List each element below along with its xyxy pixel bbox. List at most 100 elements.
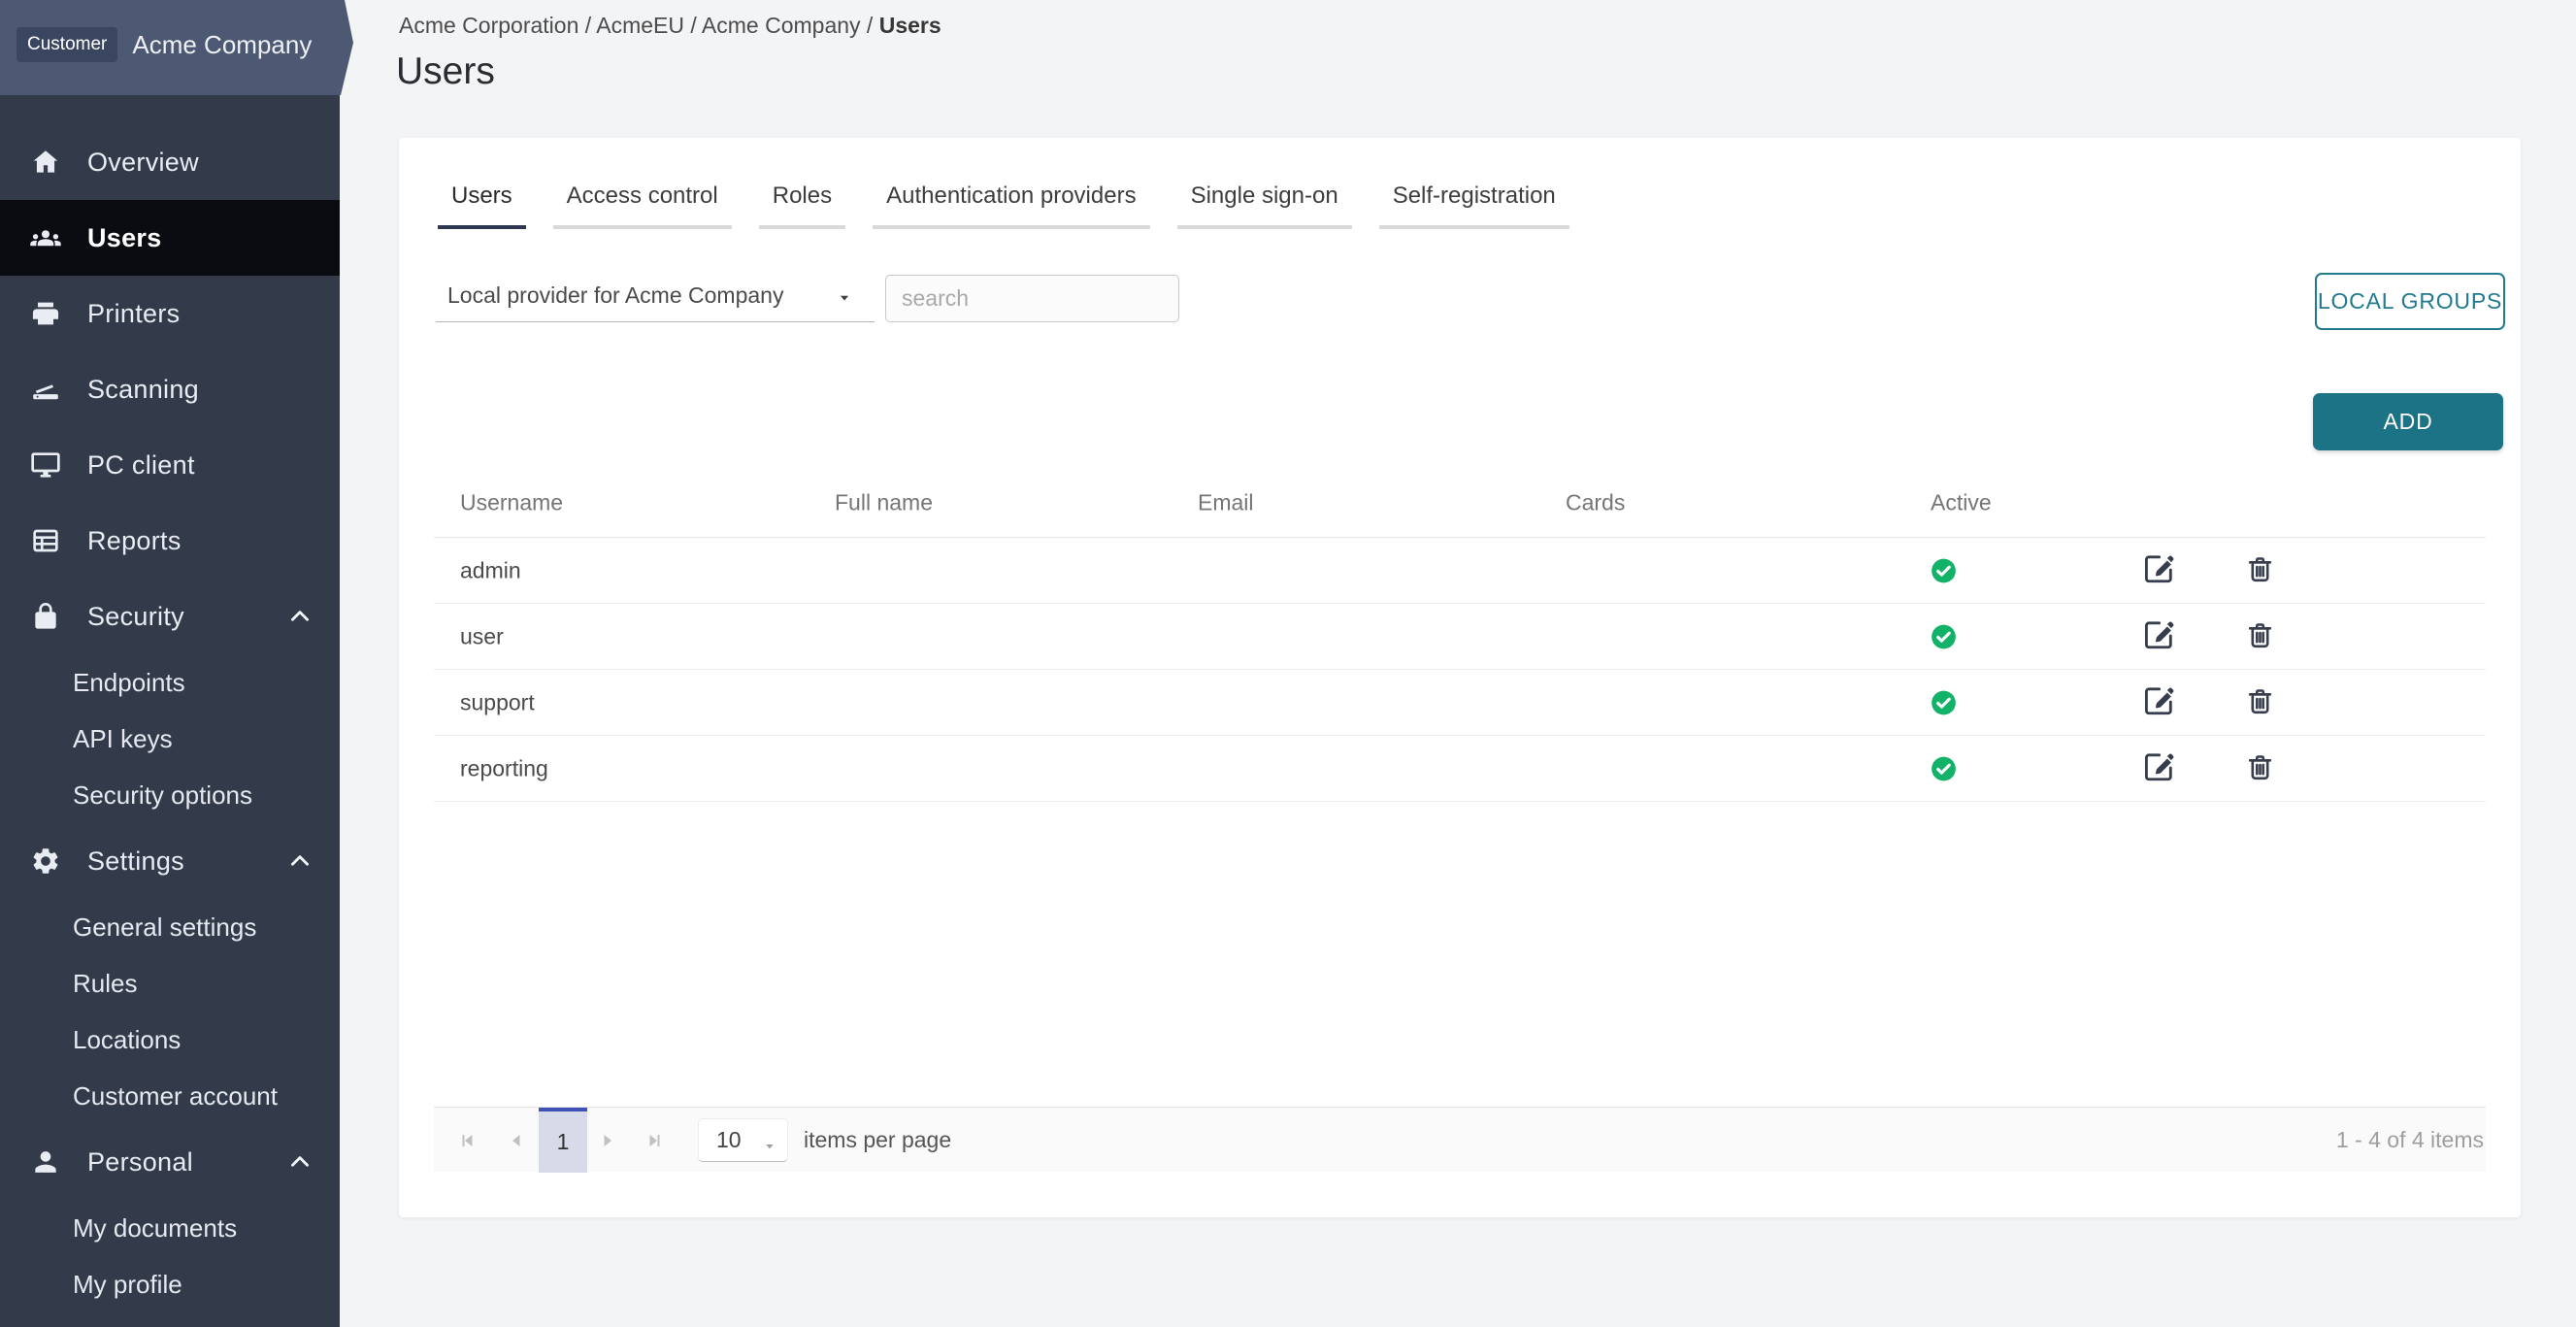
next-page-button[interactable] <box>585 1108 630 1173</box>
breadcrumb-link[interactable]: Acme Company <box>701 13 861 38</box>
customer-name: Acme Company <box>132 29 313 59</box>
sidebar-item-pc-client[interactable]: PC client <box>0 427 340 503</box>
local-groups-button[interactable]: LOCAL GROUPS <box>2315 273 2505 330</box>
sidebar-item-label: Scanning <box>87 374 199 404</box>
chevron-up-icon[interactable] <box>287 1149 313 1175</box>
check-circle-icon <box>1931 557 1957 583</box>
tab-single-sign-on[interactable]: Single sign-on <box>1176 175 1352 229</box>
sidebar-item-locations[interactable]: Locations <box>73 1024 182 1054</box>
sidebar-item-scanning[interactable]: Scanning <box>0 351 340 427</box>
sidebar-item-label: Users <box>87 222 162 252</box>
items-range-label: 1 - 4 of 4 items <box>2335 1127 2484 1152</box>
current-page-button[interactable]: 1 <box>539 1108 587 1173</box>
sidebar-item-general-settings[interactable]: General settings <box>73 912 257 942</box>
delete-user-button[interactable] <box>2237 614 2282 659</box>
sidebar-item-users[interactable]: Users <box>0 200 340 276</box>
breadcrumb-link[interactable]: AcmeEU <box>596 13 685 38</box>
edit-icon <box>2141 683 2176 721</box>
chevron-up-icon[interactable] <box>287 604 313 629</box>
add-user-button[interactable]: ADD <box>2313 393 2503 450</box>
first-page-button[interactable] <box>445 1108 489 1173</box>
breadcrumb: Acme Corporation / AcmeEU / Acme Company… <box>399 13 941 39</box>
page-title: Users <box>396 50 495 92</box>
edit-user-button[interactable] <box>2136 746 2181 791</box>
column-header-active[interactable]: Active <box>1931 489 1992 514</box>
breadcrumb-link[interactable]: Acme Corporation <box>399 13 579 38</box>
table-header-row: Username Full name Email Cards Active <box>434 468 2486 538</box>
cell-username: user <box>460 623 504 648</box>
cell-username: admin <box>460 557 521 582</box>
column-header-full-name[interactable]: Full name <box>835 489 933 514</box>
check-circle-icon <box>1931 689 1957 715</box>
check-circle-icon <box>1931 623 1957 649</box>
delete-user-button[interactable] <box>2237 746 2282 791</box>
lock-icon <box>29 600 62 633</box>
breadcrumb-separator: / <box>684 13 702 38</box>
tab-users[interactable]: Users <box>438 175 526 229</box>
edit-user-button[interactable] <box>2136 680 2181 725</box>
sidebar-item-settings[interactable]: Settings <box>0 823 340 899</box>
sidebar-nav: Overview Users Printers Scanning PC client Re… <box>0 124 340 1312</box>
sidebar-item-label: Settings <box>87 846 184 876</box>
column-header-username[interactable]: Username <box>460 489 564 514</box>
sidebar-item-security-options[interactable]: Security options <box>73 780 252 810</box>
edit-icon <box>2141 749 2176 787</box>
page-size-select[interactable]: 10 <box>698 1118 788 1162</box>
sidebar-item-label: Reports <box>87 525 182 555</box>
tab-self-registration[interactable]: Self-registration <box>1378 175 1569 229</box>
caret-down-icon <box>836 286 853 304</box>
provider-select[interactable]: Local provider for Acme Company <box>436 269 875 322</box>
person-icon <box>29 1145 62 1178</box>
column-header-cards[interactable]: Cards <box>1566 489 1626 514</box>
table-row: admin <box>434 538 2486 604</box>
sidebar-item-security[interactable]: Security <box>0 579 340 654</box>
table-row: user <box>434 604 2486 670</box>
edit-user-button[interactable] <box>2136 614 2181 659</box>
breadcrumb-separator: / <box>578 13 597 38</box>
tab-authentication-providers[interactable]: Authentication providers <box>873 175 1150 229</box>
users-table: Username Full name Email Cards Active admin u… <box>434 468 2486 802</box>
reports-icon <box>29 524 62 557</box>
cell-username: reporting <box>460 755 548 780</box>
edit-user-button[interactable] <box>2136 548 2181 593</box>
cell-username: support <box>460 689 535 714</box>
users-panel: Users Access control Roles Authentication p… <box>399 138 2521 1217</box>
sidebar-item-rules[interactable]: Rules <box>73 968 138 998</box>
delete-user-button[interactable] <box>2237 548 2282 593</box>
sidebar-item-reports[interactable]: Reports <box>0 503 340 579</box>
column-header-email[interactable]: Email <box>1198 489 1254 514</box>
monitor-icon <box>29 448 62 481</box>
scanner-icon <box>29 373 62 406</box>
trash-icon <box>2244 553 2276 588</box>
users-icon <box>29 221 62 254</box>
search-input[interactable] <box>885 275 1179 322</box>
last-page-button[interactable] <box>633 1108 677 1173</box>
sidebar-item-api-keys[interactable]: API keys <box>73 723 173 753</box>
edit-icon <box>2141 617 2176 655</box>
sidebar-item-personal[interactable]: Personal <box>0 1124 340 1200</box>
customer-chip: Customer <box>17 27 118 62</box>
trash-icon <box>2244 685 2276 720</box>
delete-user-button[interactable] <box>2237 680 2282 725</box>
sidebar-item-overview[interactable]: Overview <box>0 124 340 200</box>
page-size-value: 10 <box>716 1127 742 1152</box>
trash-icon <box>2244 751 2276 786</box>
sidebar-item-customer-account[interactable]: Customer account <box>73 1080 278 1111</box>
breadcrumb-separator: / <box>860 13 879 38</box>
sidebar-item-endpoints[interactable]: Endpoints <box>73 667 185 697</box>
sidebar-item-my-documents[interactable]: My documents <box>73 1212 238 1243</box>
sidebar-item-label: Personal <box>87 1146 193 1177</box>
table-row: reporting <box>434 736 2486 802</box>
main-area: Acme Corporation / AcmeEU / Acme Company… <box>340 0 2576 1327</box>
chevron-up-icon[interactable] <box>287 848 313 874</box>
sidebar-item-label: Security <box>87 601 184 631</box>
sidebar-item-my-profile[interactable]: My profile <box>73 1269 182 1299</box>
caret-down-icon <box>762 1134 777 1149</box>
banner-arrow-shape <box>0 0 353 95</box>
sidebar-item-printers[interactable]: Printers <box>0 276 340 351</box>
tab-access-control[interactable]: Access control <box>552 175 732 229</box>
tab-roles[interactable]: Roles <box>758 175 846 229</box>
previous-page-button[interactable] <box>494 1108 539 1173</box>
printer-icon <box>29 297 62 330</box>
tab-bar: Users Access control Roles Authentication p… <box>438 175 1597 229</box>
